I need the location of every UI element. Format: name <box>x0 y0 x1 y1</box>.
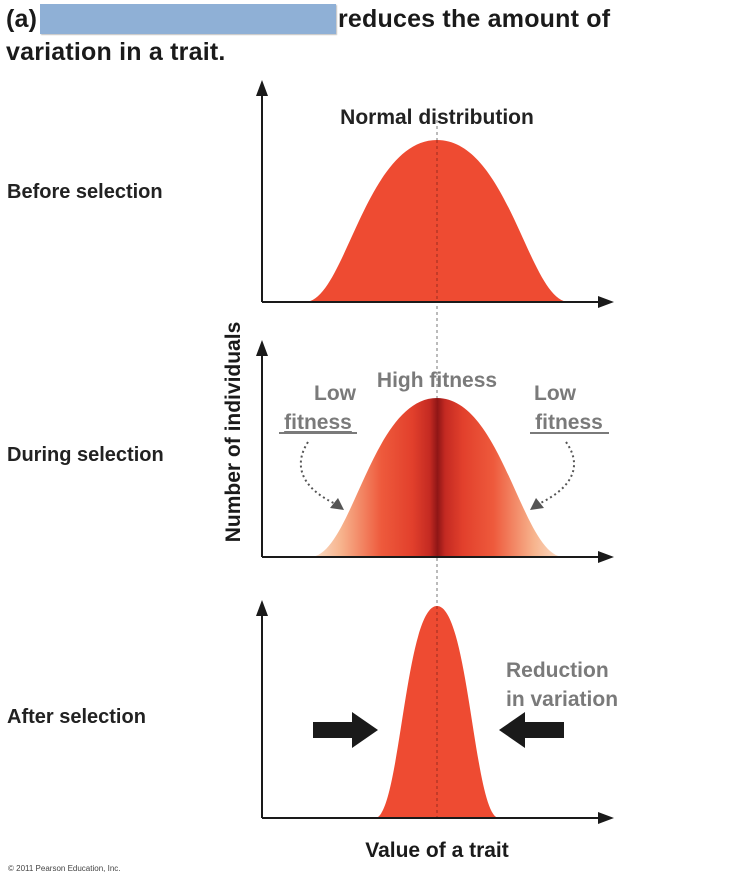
panel-before: Normal distribution <box>256 80 614 308</box>
dotted-arrow-left-icon <box>299 441 339 506</box>
low-fitness-left-line2: fitness <box>284 411 352 434</box>
low-fitness-right-line1: Low <box>534 382 577 405</box>
title-line2: variation in a trait. <box>6 38 226 66</box>
y-axis-arrow-icon <box>256 600 268 616</box>
dotted-arrow-right-icon <box>535 441 576 506</box>
title-line1: reduces the amount of <box>338 5 611 33</box>
panel-during: High fitness Low fitness Low fitness <box>256 340 614 563</box>
y-axis-arrow-icon <box>256 340 268 356</box>
arrowhead-right-icon <box>530 498 544 510</box>
row-label-during: During selection <box>7 444 164 466</box>
y-axis-arrow-icon <box>256 80 268 96</box>
y-axis-label: Number of individuals <box>222 322 245 543</box>
copyright-credit: © 2011 Pearson Education, Inc. <box>8 864 121 873</box>
low-fitness-right-line2: fitness <box>535 411 603 434</box>
redaction-box <box>40 4 336 34</box>
x-axis-arrow-icon <box>598 812 614 824</box>
reduction-line2: in variation <box>506 688 618 711</box>
panel-after: Reduction in variation Value of a trait <box>256 600 618 862</box>
low-fitness-left-line1: Low <box>314 382 357 405</box>
arrowhead-left-icon <box>330 498 344 510</box>
x-axis-arrow-icon <box>598 296 614 308</box>
row-label-after: After selection <box>7 706 146 728</box>
panel1-heading: Normal distribution <box>340 106 534 129</box>
narrow-curve <box>375 606 499 818</box>
title-prefix: (a) <box>6 5 38 33</box>
row-label-before: Before selection <box>7 181 163 203</box>
selection-curve <box>310 398 564 557</box>
reduction-line1: Reduction <box>506 659 609 682</box>
arrow-right-icon <box>313 712 378 748</box>
x-axis-arrow-icon <box>598 551 614 563</box>
high-fitness-label: High fitness <box>377 369 497 392</box>
x-axis-label: Value of a trait <box>365 839 509 862</box>
arrow-left-icon <box>499 712 564 748</box>
